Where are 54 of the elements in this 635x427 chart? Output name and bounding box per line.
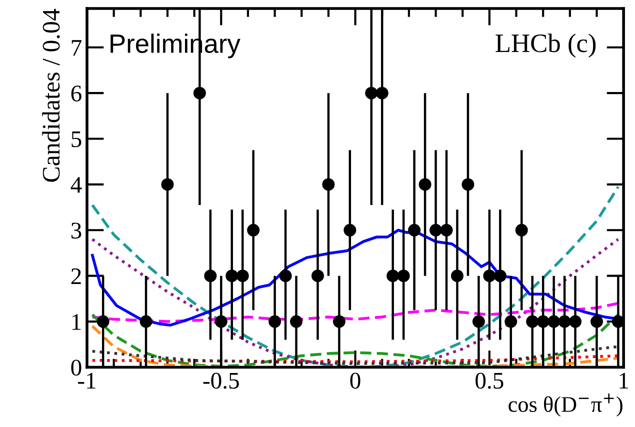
y-axis-title: Candidates / 0.04 bbox=[42, 8, 60, 182]
point bbox=[161, 178, 174, 191]
point bbox=[558, 315, 571, 328]
y-tick-label: 5 bbox=[72, 131, 82, 148]
point bbox=[472, 315, 485, 328]
point bbox=[236, 270, 249, 282]
y-tick-label: 3 bbox=[71, 222, 82, 239]
x-tick-label: 0 bbox=[350, 372, 360, 389]
point bbox=[515, 224, 528, 236]
y-tick-label: 2 bbox=[71, 268, 81, 284]
x-tick-label: -0.5 bbox=[203, 372, 239, 389]
point bbox=[365, 86, 378, 100]
point bbox=[376, 86, 388, 100]
line-series bbox=[90, 238, 620, 368]
point bbox=[193, 86, 206, 100]
x-axis-title: cos θ(D$^{−}$π$^{+}$) bbox=[508, 393, 622, 416]
point bbox=[548, 315, 560, 328]
point bbox=[214, 315, 228, 328]
point bbox=[268, 315, 282, 328]
point bbox=[526, 315, 539, 328]
line-series bbox=[90, 185, 620, 368]
point bbox=[226, 270, 238, 282]
point bbox=[386, 270, 400, 282]
point bbox=[344, 224, 356, 236]
point bbox=[440, 224, 453, 236]
point bbox=[290, 315, 303, 328]
point bbox=[418, 178, 432, 191]
annotation: LHCb (c) bbox=[496, 34, 596, 58]
point bbox=[311, 270, 324, 282]
point bbox=[494, 270, 506, 282]
x-tick-label: 1 bbox=[620, 372, 628, 388]
x-tick-label: 0.5 bbox=[476, 372, 504, 389]
y-tick-label: 4 bbox=[70, 177, 82, 193]
point bbox=[569, 315, 582, 328]
point bbox=[140, 315, 152, 328]
point bbox=[204, 270, 217, 282]
point bbox=[430, 224, 442, 236]
point bbox=[462, 178, 474, 191]
point bbox=[96, 315, 110, 328]
point bbox=[612, 315, 624, 328]
point bbox=[590, 315, 603, 328]
point bbox=[397, 270, 410, 282]
point bbox=[536, 315, 550, 328]
point bbox=[332, 315, 346, 328]
point bbox=[322, 178, 335, 191]
y-tick-label: 1 bbox=[72, 314, 81, 330]
point bbox=[279, 270, 292, 282]
point bbox=[483, 270, 496, 282]
point bbox=[504, 315, 518, 328]
y-tick-label: 7 bbox=[72, 40, 82, 56]
point bbox=[450, 270, 464, 282]
point bbox=[247, 224, 260, 236]
y-tick-label: 6 bbox=[71, 86, 82, 102]
point bbox=[408, 224, 421, 236]
